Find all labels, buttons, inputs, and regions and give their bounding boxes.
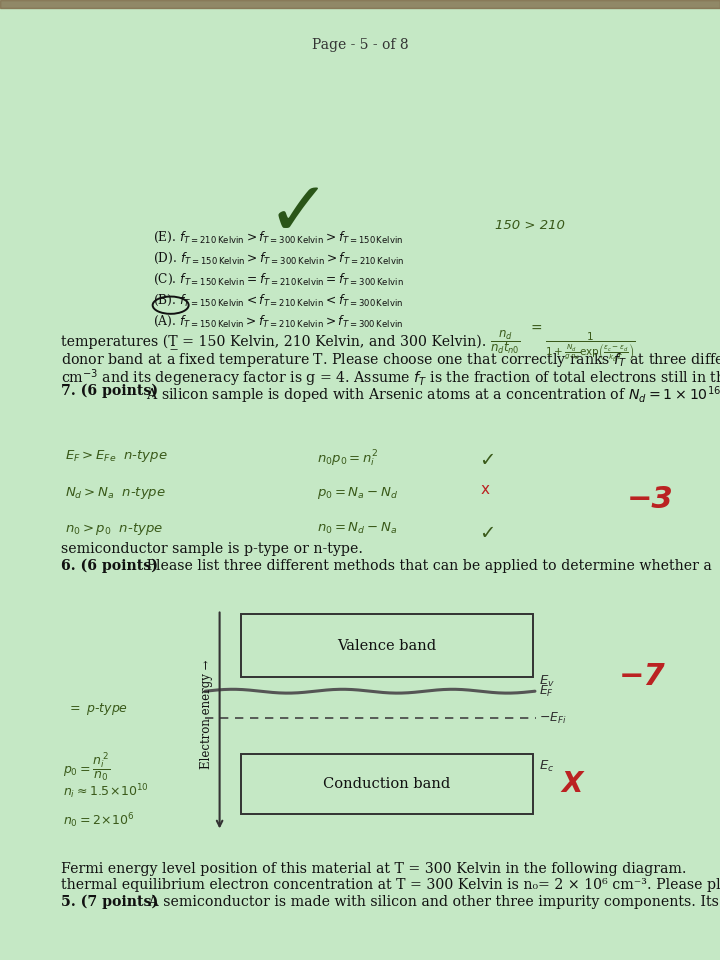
Text: $E_c$: $E_c$	[539, 758, 554, 774]
Text: A semiconductor is made with silicon and other three impurity components. Its: A semiconductor is made with silicon and…	[144, 895, 719, 909]
Text: Conduction band: Conduction band	[323, 777, 451, 791]
Text: X: X	[562, 770, 583, 798]
Text: $N_d > N_a$  n-type: $N_d > N_a$ n-type	[65, 485, 166, 501]
Text: $\dfrac{n_d}{n_d t_{n0}}$: $\dfrac{n_d}{n_d t_{n0}}$	[490, 328, 520, 356]
Bar	[0, 0, 720, 8]
Text: $n_0 = N_d - N_a$: $n_0 = N_d - N_a$	[317, 521, 397, 537]
Text: (E). $f_{T=\mathrm{210\,Kelvin}} > f_{T=\mathrm{300\,Kelvin}} > f_{T=\mathrm{150: (E). $f_{T=\mathrm{210\,Kelvin}} > f_{T=…	[153, 229, 404, 245]
Text: $-E_{Fi}$: $-E_{Fi}$	[539, 710, 567, 726]
Text: semiconductor sample is p-type or n-type.: semiconductor sample is p-type or n-type…	[61, 542, 363, 557]
Text: temperatures (T̲ = 150 Kelvin, 210 Kelvin, and 300 Kelvin).: temperatures (T̲ = 150 Kelvin, 210 Kelvi…	[61, 335, 487, 350]
Text: −3: −3	[626, 485, 673, 514]
Text: $n_0 > p_0$  n-type: $n_0 > p_0$ n-type	[65, 521, 163, 538]
Text: 6. (6 points): 6. (6 points)	[61, 559, 158, 573]
Text: Please list three different methods that can be applied to determine whether a: Please list three different methods that…	[142, 559, 711, 573]
Text: ✓: ✓	[479, 524, 495, 543]
Text: donor band at a fixed temperature T. Please choose one that correctly ranks $f_T: donor band at a fixed temperature T. Ple…	[61, 351, 720, 370]
Text: $E_F$: $E_F$	[539, 684, 554, 699]
Text: $E_F > E_{Fe}$  n-type: $E_F > E_{Fe}$ n-type	[65, 448, 168, 465]
Text: 150 > 210: 150 > 210	[495, 219, 565, 231]
Text: =: =	[531, 322, 542, 335]
Text: (B). $f_{T=\mathrm{150\,Kelvin}} < f_{T=\mathrm{210\,Kelvin}} < f_{T=\mathrm{300: (B). $f_{T=\mathrm{150\,Kelvin}} < f_{T=…	[153, 293, 404, 308]
Text: $n_0 p_0 = n_i^2$: $n_0 p_0 = n_i^2$	[317, 448, 378, 468]
Text: $E_v$: $E_v$	[539, 674, 554, 689]
Text: $p_0 = N_a - N_d$: $p_0 = N_a - N_d$	[317, 485, 398, 501]
Text: $p_0 = \dfrac{n_i^{\,2}}{n_0}$: $p_0 = \dfrac{n_i^{\,2}}{n_0}$	[63, 751, 110, 784]
Text: Electron energy →: Electron energy →	[200, 660, 213, 769]
Text: thermal equilibrium electron concentration at T = 300 Kelvin is n₀= 2 × 10⁶ cm⁻³: thermal equilibrium electron concentrati…	[61, 878, 720, 893]
Text: A silicon sample is doped with Arsenic atoms at a concentration of $N_d = 1 \tim: A silicon sample is doped with Arsenic a…	[142, 384, 720, 405]
Text: (D). $f_{T=\mathrm{150\,Kelvin}} > f_{T=\mathrm{300\,Kelvin}} > f_{T=\mathrm{210: (D). $f_{T=\mathrm{150\,Kelvin}} > f_{T=…	[153, 251, 405, 266]
Text: $n_i \approx 1.5\!\times\!10^{10}$: $n_i \approx 1.5\!\times\!10^{10}$	[63, 782, 149, 801]
Text: ✓: ✓	[479, 451, 495, 470]
Text: Page - 5 - of 8: Page - 5 - of 8	[312, 38, 408, 53]
Text: 7. (6 points): 7. (6 points)	[61, 384, 158, 398]
Text: $n_0 = 2\!\times\!10^6$: $n_0 = 2\!\times\!10^6$	[63, 811, 135, 829]
Text: ✓: ✓	[266, 177, 330, 251]
Text: Valence band: Valence band	[338, 638, 436, 653]
Text: 5. (7 points): 5. (7 points)	[61, 895, 158, 909]
Text: Fermi energy level position of this material at T = 300 Kelvin in the following : Fermi energy level position of this mate…	[61, 862, 687, 876]
Text: $= $ p-type: $= $ p-type	[67, 701, 128, 717]
Text: cm$^{-3}$ and its degeneracy factor is g = 4. Assume $f_T$ is the fraction of to: cm$^{-3}$ and its degeneracy factor is g…	[61, 368, 720, 390]
Text: $\dfrac{1}{1 + \frac{N_d}{g\,n_d}\exp\!\left(\frac{\varepsilon_c-\varepsilon_d}{: $\dfrac{1}{1 + \frac{N_d}{g\,n_d}\exp\!\…	[545, 331, 635, 365]
Text: x: x	[481, 482, 490, 497]
Text: (C). $f_{T=\mathrm{150\,Kelvin}} = f_{T=\mathrm{210\,Kelvin}} = f_{T=\mathrm{300: (C). $f_{T=\mathrm{150\,Kelvin}} = f_{T=…	[153, 272, 404, 287]
Text: −7: −7	[619, 662, 666, 691]
Text: (A). $f_{T=\mathrm{150\,Kelvin}} > f_{T=\mathrm{210\,Kelvin}} > f_{T=\mathrm{300: (A). $f_{T=\mathrm{150\,Kelvin}} > f_{T=…	[153, 314, 404, 329]
